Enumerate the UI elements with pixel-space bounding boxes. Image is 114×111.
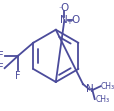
Text: N: N	[85, 84, 92, 94]
Text: CH₃: CH₃	[100, 82, 114, 91]
Text: O: O	[70, 15, 78, 25]
Text: F: F	[0, 63, 4, 73]
Text: O: O	[60, 3, 68, 13]
Text: N: N	[60, 15, 68, 25]
Text: F: F	[15, 71, 21, 81]
Text: CH₃: CH₃	[94, 95, 108, 104]
Text: +: +	[66, 19, 72, 25]
Text: ⁻: ⁻	[58, 4, 62, 13]
Text: F: F	[0, 51, 4, 61]
